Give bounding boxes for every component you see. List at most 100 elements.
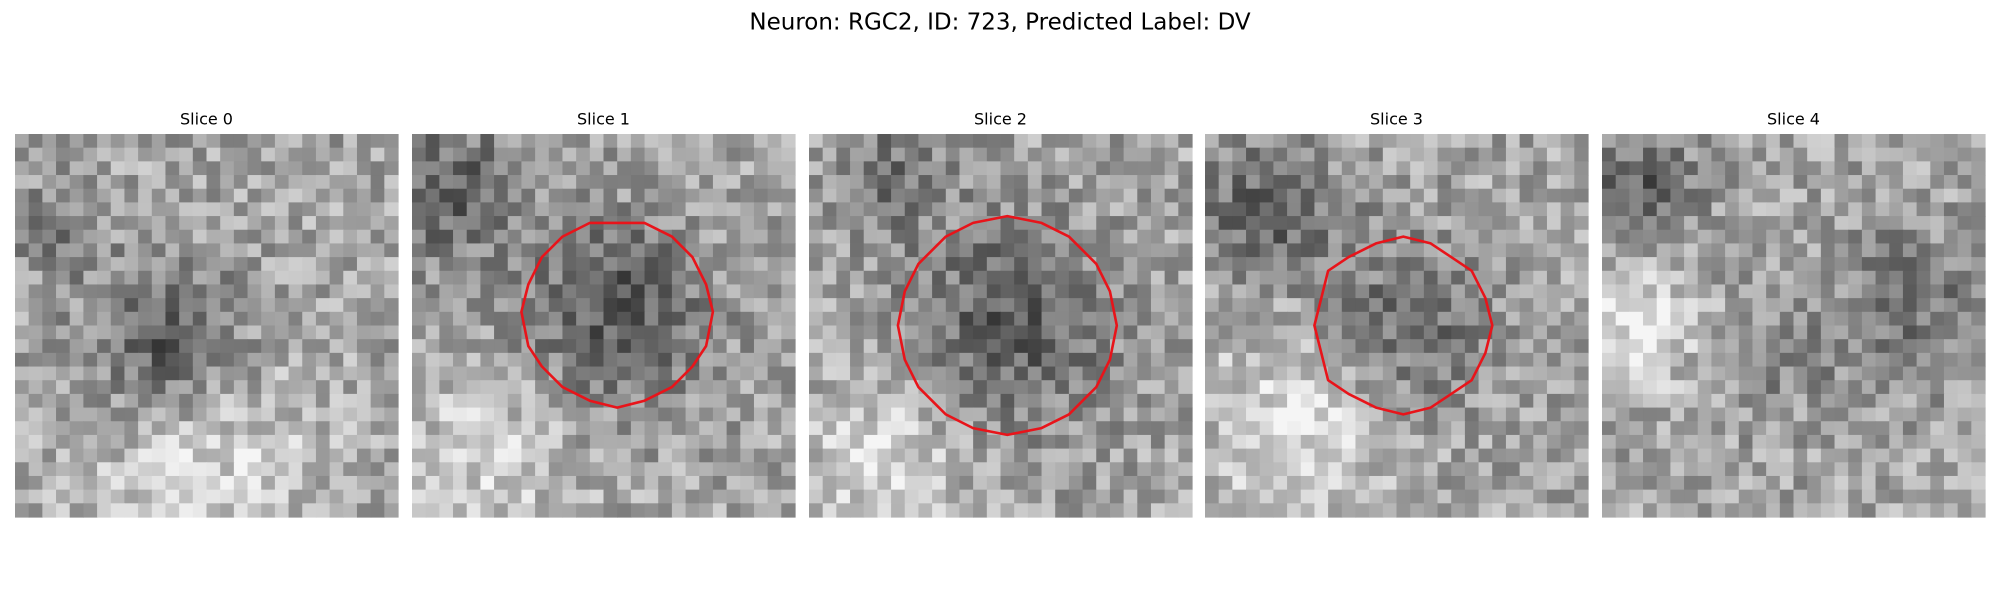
pixel [1725,475,1740,491]
pixel [412,161,427,176]
pixel [685,325,700,340]
pixel [1396,147,1411,162]
pixel [83,202,98,217]
pixel [42,352,57,368]
pixel [1014,366,1029,381]
pixel [494,134,509,149]
pixel [603,489,618,504]
pixel [1834,202,1849,217]
pixel [1205,257,1220,272]
pixel [1000,147,1015,162]
pixel [1246,448,1261,463]
pixel [439,393,454,409]
pixel [83,489,98,504]
pixel [548,339,564,354]
pixel [261,147,276,162]
panel-title: Slice 3 [1370,110,1423,129]
pixel [986,202,1002,217]
pixel [1943,421,1959,436]
pixel [1451,188,1466,203]
pixel [1684,407,1699,422]
pixel [1478,147,1493,162]
pixel [932,352,947,368]
pixel [1109,284,1125,299]
pixel [28,489,43,504]
pixel [1889,380,1904,395]
pixel [809,380,824,395]
pixel [1492,243,1507,258]
pixel [233,216,249,231]
pixel [1670,229,1685,245]
pixel [206,216,221,231]
pixel [1055,243,1070,258]
pixel [124,175,139,190]
pixel [1916,407,1931,422]
pixel [986,188,1002,203]
pixel [1615,229,1630,245]
pixel [165,175,180,190]
pixel [1068,448,1084,463]
pixel [1137,243,1152,258]
pixel [56,393,71,409]
pixel [1957,257,1972,272]
pixel [15,284,30,299]
pixel [1464,188,1480,203]
pixel [712,134,728,149]
pixel [138,298,153,313]
pixel [1273,229,1288,245]
pixel [151,284,167,299]
pixel [1834,366,1849,381]
pixel [1082,311,1097,327]
pixel [192,175,208,190]
pixel [1560,257,1575,272]
pixel [1725,175,1740,190]
pixel [1943,270,1959,286]
pixel [1875,257,1890,272]
pixel [1861,339,1877,354]
pixel [1519,229,1534,245]
pixel [1300,147,1316,162]
pixel [1943,161,1959,176]
pixel [589,270,605,286]
pixel [1711,393,1726,409]
pixel [685,503,700,518]
pixel [1505,393,1521,409]
pixel [877,489,892,504]
pixel [809,352,824,368]
pixel [1464,421,1480,436]
pixel [712,434,728,450]
pixel [1014,298,1029,313]
pixel [302,216,317,231]
pixel [124,202,139,217]
pixel [1423,161,1439,176]
pixel [1123,202,1138,217]
pixel [179,339,194,354]
pixel [1205,175,1220,190]
pixel [1546,380,1562,395]
pixel [562,489,577,504]
pixel [329,298,344,313]
pixel [356,229,372,245]
panel-title: Slice 2 [974,110,1027,129]
pixel [247,475,262,491]
pixel [1766,243,1781,258]
pixel [83,161,98,176]
pixel [630,188,646,203]
pixel [1848,407,1863,422]
pixel [466,175,481,190]
pixel [1109,475,1125,491]
pixel [1643,366,1658,381]
pixel [425,325,440,340]
pixel [315,325,331,340]
pixel [740,175,755,190]
pixel [1437,421,1452,436]
pixel [712,503,728,518]
pixel [1478,352,1493,368]
pixel [192,298,208,313]
pixel [863,270,878,286]
pixel [1848,462,1863,477]
pixel [138,134,153,149]
pixel [1957,421,1972,436]
pixel [699,489,714,504]
pixel [110,339,126,354]
